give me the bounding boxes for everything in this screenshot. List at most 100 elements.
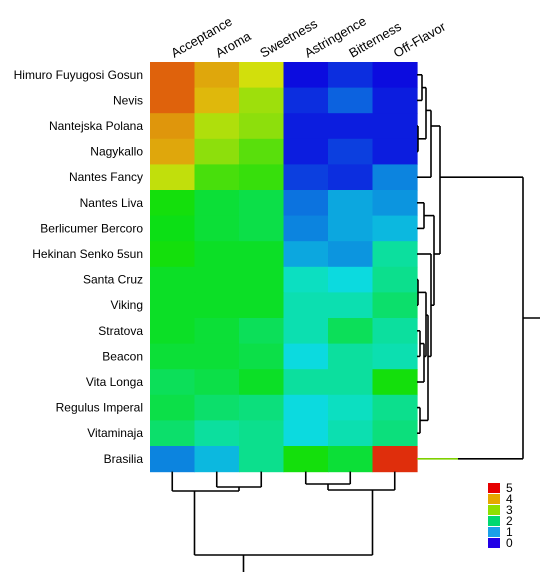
legend-label: 5 bbox=[506, 481, 513, 495]
heatmap-cell bbox=[194, 87, 240, 114]
heatmap-cell bbox=[239, 138, 285, 165]
heatmap-cell bbox=[372, 369, 418, 396]
heatmap-cell bbox=[283, 266, 329, 293]
heatmap-cell bbox=[283, 318, 329, 345]
heatmap-cell bbox=[372, 164, 418, 191]
heatmap-cell bbox=[150, 343, 196, 370]
heatmap-cell bbox=[239, 369, 285, 396]
heatmap-cell bbox=[328, 266, 374, 293]
legend-swatch bbox=[488, 538, 500, 548]
heatmap-cell bbox=[194, 164, 240, 191]
heatmap-cell bbox=[283, 343, 329, 370]
legend-swatch bbox=[488, 527, 500, 537]
legend-label: 2 bbox=[506, 514, 513, 528]
heatmap-cell bbox=[283, 138, 329, 165]
heatmap-cell bbox=[150, 87, 196, 114]
heatmap-cell bbox=[283, 87, 329, 114]
heatmap-cell bbox=[239, 446, 285, 473]
legend-label: 3 bbox=[506, 503, 513, 517]
row-label: Nantes Fancy bbox=[69, 170, 143, 184]
row-dendrogram bbox=[417, 74, 540, 460]
row-label: Viking bbox=[111, 298, 143, 312]
heatmap-cell bbox=[328, 62, 374, 89]
heatmap-cell bbox=[194, 62, 240, 89]
heatmap-cell bbox=[194, 446, 240, 473]
heatmap-cell bbox=[283, 292, 329, 319]
heatmap-cell bbox=[283, 446, 329, 473]
heatmap-cell bbox=[328, 318, 374, 345]
heatmap-cell bbox=[283, 62, 329, 89]
heatmap-cell bbox=[283, 215, 329, 242]
heatmap-cell bbox=[372, 113, 418, 140]
heatmap-cell bbox=[194, 241, 240, 268]
heatmap-cell bbox=[328, 343, 374, 370]
heatmap-cell bbox=[328, 87, 374, 114]
heatmap-cell bbox=[328, 446, 374, 473]
heatmap-cell bbox=[150, 266, 196, 293]
heatmap-cell bbox=[150, 394, 196, 421]
heatmap-cell bbox=[239, 215, 285, 242]
heatmap-cell bbox=[328, 164, 374, 191]
heatmap-cell bbox=[239, 318, 285, 345]
row-labels: Himuro Fuyugosi Gosun Nevis Nantejska Pola… bbox=[14, 68, 144, 466]
heatmap-cells bbox=[150, 62, 418, 473]
heatmap-cell bbox=[150, 190, 196, 217]
heatmap-cell bbox=[328, 190, 374, 217]
heatmap-cell bbox=[239, 394, 285, 421]
row-label: Nagykallo bbox=[90, 145, 143, 159]
heatmap-cell bbox=[372, 394, 418, 421]
heatmap-cell bbox=[150, 420, 196, 447]
heatmap-cell bbox=[150, 292, 196, 319]
heatmap-cell bbox=[372, 138, 418, 165]
heatmap-cell bbox=[372, 420, 418, 447]
heatmap-cell bbox=[239, 266, 285, 293]
legend-swatch bbox=[488, 505, 500, 515]
heatmap-cell bbox=[328, 292, 374, 319]
legend-swatch bbox=[488, 483, 500, 493]
heatmap-cell bbox=[372, 446, 418, 473]
row-label: Himuro Fuyugosi Gosun bbox=[14, 68, 143, 82]
legend-label: 0 bbox=[506, 536, 513, 550]
row-label: Nevis bbox=[113, 93, 143, 107]
heatmap-cell bbox=[150, 318, 196, 345]
heatmap-cell bbox=[194, 266, 240, 293]
heatmap-cell bbox=[150, 113, 196, 140]
heatmap-cell bbox=[239, 190, 285, 217]
row-label: Santa Cruz bbox=[83, 273, 143, 287]
heatmap-cell bbox=[150, 62, 196, 89]
heatmap-cell bbox=[194, 138, 240, 165]
heatmap-cell bbox=[372, 62, 418, 89]
column-dendrogram bbox=[171, 471, 396, 572]
row-label: Vita Longa bbox=[86, 375, 143, 389]
heatmap-cell bbox=[194, 190, 240, 217]
row-label: Brasilia bbox=[104, 452, 144, 466]
heatmap-cell bbox=[372, 241, 418, 268]
row-label: Regulus Imperal bbox=[56, 401, 143, 415]
row-label: Hekinan Senko 5sun bbox=[32, 247, 143, 261]
heatmap-cell bbox=[194, 215, 240, 242]
heatmap-cell bbox=[372, 87, 418, 114]
row-label: Nantejska Polana bbox=[49, 119, 143, 133]
heatmap-cell bbox=[283, 420, 329, 447]
heatmap-cell bbox=[372, 318, 418, 345]
row-label: Nantes Liva bbox=[80, 196, 144, 210]
heatmap-cell bbox=[372, 215, 418, 242]
heatmap-cell bbox=[194, 420, 240, 447]
heatmap-cell bbox=[239, 343, 285, 370]
heatmap-cell bbox=[150, 138, 196, 165]
heatmap-cell bbox=[283, 394, 329, 421]
heatmap-cell bbox=[239, 164, 285, 191]
heatmap-cell bbox=[150, 241, 196, 268]
row-label: Berlicumer Bercoro bbox=[40, 221, 143, 235]
heatmap-cell bbox=[194, 369, 240, 396]
heatmap-cell bbox=[283, 241, 329, 268]
heatmap-cell bbox=[194, 343, 240, 370]
heatmap-cell bbox=[239, 420, 285, 447]
heatmap-cell bbox=[283, 369, 329, 396]
heatmap-cell bbox=[150, 215, 196, 242]
heatmap-cell bbox=[194, 292, 240, 319]
heatmap-cell bbox=[328, 394, 374, 421]
heatmap-cell bbox=[194, 113, 240, 140]
